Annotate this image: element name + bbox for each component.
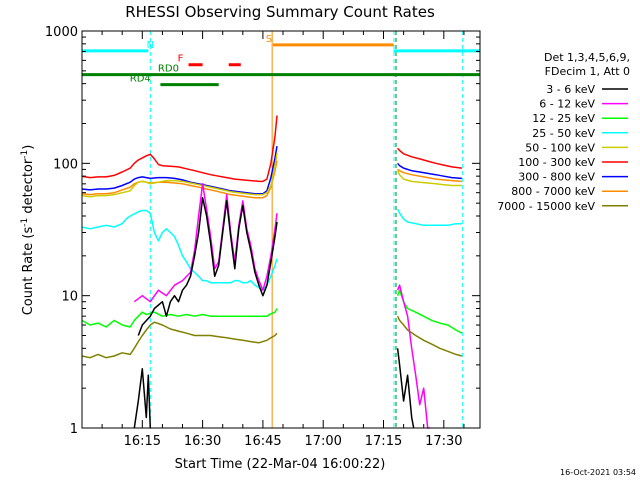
plot-frame: [81, 30, 481, 429]
legend-entry-label: 25 - 50 keV: [532, 127, 595, 140]
legend: Det 1,3,4,5,6,9, FDecim 1, Att 0 3 - 6 k…: [497, 51, 630, 213]
series-line: [396, 284, 430, 429]
legend-header-line-2: FDecim 1, Att 0: [545, 65, 630, 78]
legend-entry-label: 50 - 100 keV: [525, 141, 595, 154]
series-line: [396, 315, 463, 357]
series-line: [81, 160, 278, 199]
chart-title: RHESSI Observing Summary Count Rates: [125, 3, 435, 21]
x-tick-label: 17:30: [425, 434, 462, 449]
series-line: [396, 348, 415, 429]
flag-label-rd0: RD0: [158, 64, 179, 75]
y-tick-label: 10: [61, 290, 78, 305]
x-tick-label: 16:45: [244, 434, 281, 449]
series-line: [133, 368, 152, 429]
series-line: [137, 196, 278, 336]
x-tick-label: 17:15: [365, 434, 402, 449]
legend-entry-label: 12 - 25 keV: [532, 112, 595, 125]
series-line: [397, 162, 462, 180]
flag-label-n: N: [147, 40, 154, 51]
series-line: [396, 289, 463, 334]
x-tick-label: 16:15: [124, 434, 161, 449]
legend-entry-label: 3 - 6 keV: [546, 83, 595, 96]
series-line: [397, 147, 462, 169]
flag-label-rd4: RD4: [130, 74, 151, 85]
y-tick-label: 100: [53, 157, 78, 172]
x-tick-label: 17:00: [304, 434, 341, 449]
y-tick-label: 1000: [45, 25, 78, 40]
flag-label-s: S: [266, 34, 272, 45]
series-line: [81, 115, 278, 183]
legend-entry-label: 7000 - 15000 keV: [497, 200, 595, 213]
x-tick-label: 16:30: [184, 434, 221, 449]
y-axis-label: Count Rate (s-1 detector-1): [20, 145, 36, 316]
series-line: [397, 168, 462, 183]
series-line: [81, 152, 278, 198]
series-line: [81, 308, 278, 328]
legend-entry-label: 800 - 7000 keV: [511, 185, 595, 198]
series-line: [81, 321, 278, 359]
series-line: [81, 145, 278, 195]
legend-header-line-1: Det 1,3,4,5,6,9,: [544, 51, 630, 64]
series-line: [133, 183, 278, 303]
axes: 16:15 16:30 16:45 17:00 17:15 17:30 1 10 100 1000: [45, 25, 480, 449]
x-axis-label: Start Time (22-Mar-04 16:00:22): [175, 457, 386, 472]
footer-timestamp: 16-Oct-2021 03:54: [560, 468, 636, 477]
series-line: [81, 209, 278, 291]
legend-entry-label: 6 - 12 keV: [539, 98, 595, 111]
legend-entry-label: 300 - 800 keV: [518, 171, 595, 184]
flag-label-f: F: [178, 54, 184, 65]
series-line: [396, 170, 462, 187]
legend-entry-label: 100 - 300 keV: [518, 156, 595, 169]
y-tick-label: 1: [70, 422, 78, 437]
series-line: [396, 208, 462, 227]
